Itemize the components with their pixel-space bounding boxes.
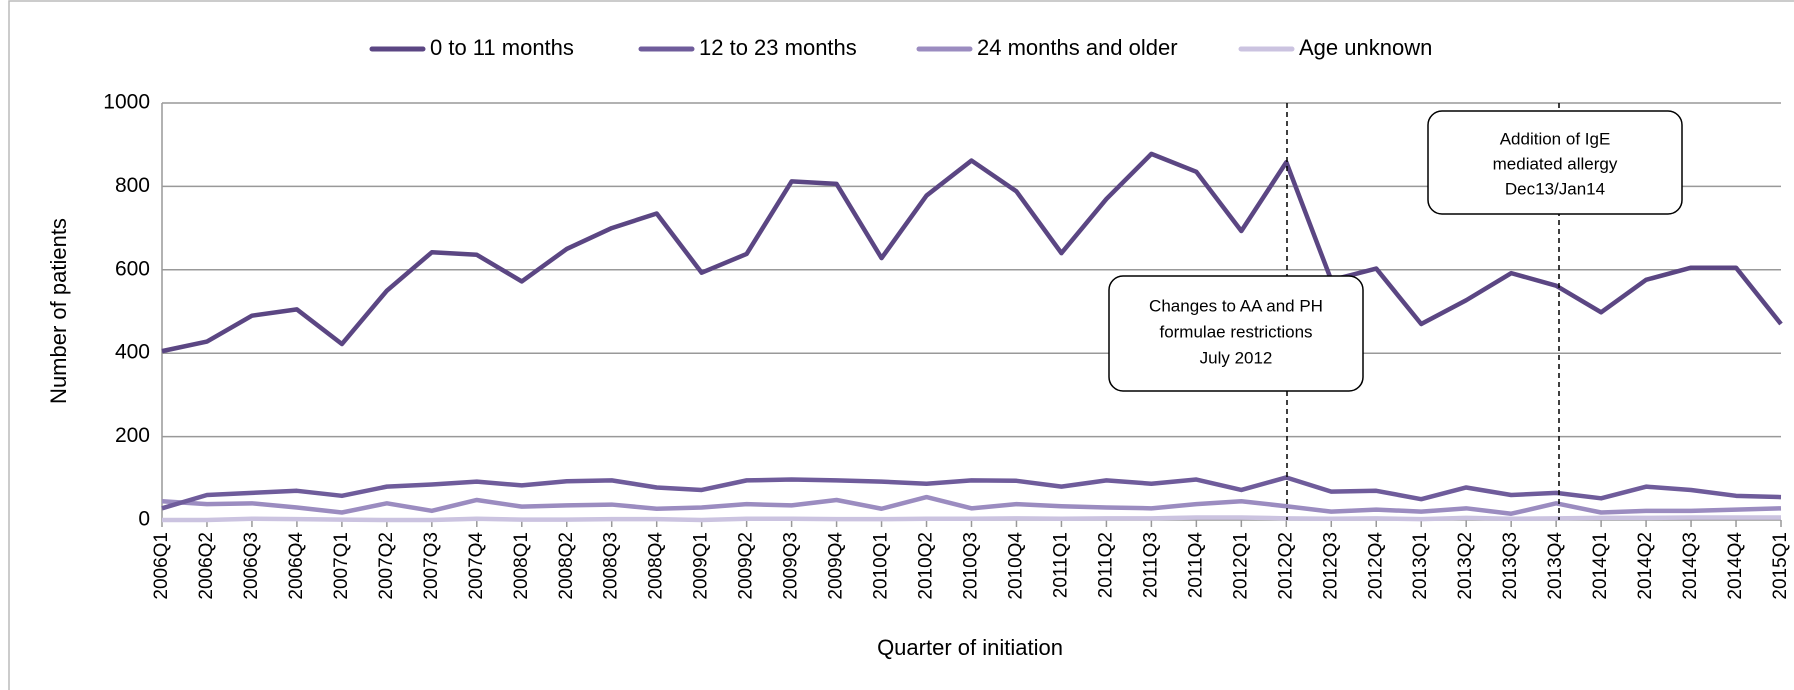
legend-label: 0 to 11 months <box>430 35 574 60</box>
x-tick-label: 2011Q2 <box>1095 532 1116 598</box>
series-line <box>162 515 1781 523</box>
legend-label: 24 months and older <box>977 35 1178 60</box>
x-tick-label: 2010Q1 <box>871 532 892 600</box>
y-tick-label: 400 <box>115 341 150 364</box>
annotation-text: July 2012 <box>1200 348 1273 367</box>
x-tick-label: 2006Q1 <box>151 532 172 600</box>
x-tick-label: 2009Q2 <box>736 532 757 600</box>
x-tick-label: 2010Q4 <box>1005 532 1026 600</box>
x-tick-label: 2009Q4 <box>826 532 847 600</box>
y-axis-title: Number of patients <box>46 218 71 404</box>
y-tick-label: 800 <box>115 174 150 197</box>
x-tick-label: 2008Q3 <box>601 532 622 600</box>
x-tick-label: 2007Q2 <box>376 532 397 600</box>
x-tick-label: 2014Q2 <box>1635 532 1656 600</box>
x-tick-label: 2015Q1 <box>1770 532 1791 600</box>
chart-border <box>8 0 1794 690</box>
x-tick-label: 2011Q4 <box>1185 532 1206 599</box>
x-tick-label: 2012Q3 <box>1320 532 1341 600</box>
x-tick-label: 2012Q4 <box>1365 532 1386 600</box>
annotation-text: mediated allergy <box>1493 154 1618 173</box>
plot-area: 0 200 400 600 800 1000 2006Q1 2006Q2 2006Q3 2006Q… <box>103 91 1791 600</box>
x-tick-label: 2010Q3 <box>961 532 982 600</box>
x-tick-label: 2006Q2 <box>196 532 217 600</box>
x-tick-label: 2006Q4 <box>286 532 307 600</box>
annotation-box <box>1108 275 1364 392</box>
x-tick-label: 2008Q2 <box>556 532 577 600</box>
x-tick-label: 2007Q4 <box>466 532 487 600</box>
x-tick-label: 2009Q1 <box>691 532 712 600</box>
series-line <box>161 151 1783 354</box>
x-tick-label: 2013Q1 <box>1410 532 1431 600</box>
x-tick-label: 2013Q4 <box>1545 532 1566 600</box>
annotation-text: Changes to AA and PH <box>1149 296 1323 315</box>
x-tick-label: 2008Q1 <box>511 532 532 600</box>
annotation-text: formulae restrictions <box>1159 322 1312 341</box>
x-tick-label: 2012Q1 <box>1230 532 1251 600</box>
x-tick-label: 2007Q1 <box>331 532 352 600</box>
x-tick-label: 2006Q3 <box>241 532 262 600</box>
x-tick-label: 2014Q4 <box>1725 532 1746 600</box>
x-tick-label: 2010Q2 <box>916 532 937 600</box>
x-tick-label: 2012Q2 <box>1275 532 1296 600</box>
x-axis-title: Quarter of initiation <box>877 635 1063 660</box>
legend-label: 12 to 23 months <box>699 35 857 60</box>
x-tick-label: 2013Q3 <box>1500 532 1521 600</box>
x-tick-label: 2013Q2 <box>1455 532 1476 600</box>
x-tick-label: 2008Q4 <box>646 532 667 600</box>
series-line <box>161 494 1782 516</box>
y-tick-label: 1000 <box>103 91 150 114</box>
annotation-text: Addition of IgE <box>1500 129 1611 148</box>
y-tick-label: 600 <box>115 257 150 280</box>
x-tick-label: 2014Q1 <box>1590 532 1611 600</box>
annotation-text: Dec13/Jan14 <box>1505 179 1605 198</box>
x-tick-label: 2009Q3 <box>781 532 802 600</box>
legend-label: Age unknown <box>1299 35 1432 60</box>
x-tick-label: 2014Q3 <box>1680 532 1701 600</box>
series-line <box>161 475 1782 511</box>
y-tick-label: 200 <box>115 424 150 447</box>
y-tick-label: 0 <box>138 508 150 531</box>
x-tick-label: 2011Q1 <box>1050 532 1071 598</box>
x-tick-label: 2007Q3 <box>421 532 442 600</box>
x-tick-label: 2011Q3 <box>1140 532 1161 598</box>
annotation-box <box>1427 110 1683 215</box>
